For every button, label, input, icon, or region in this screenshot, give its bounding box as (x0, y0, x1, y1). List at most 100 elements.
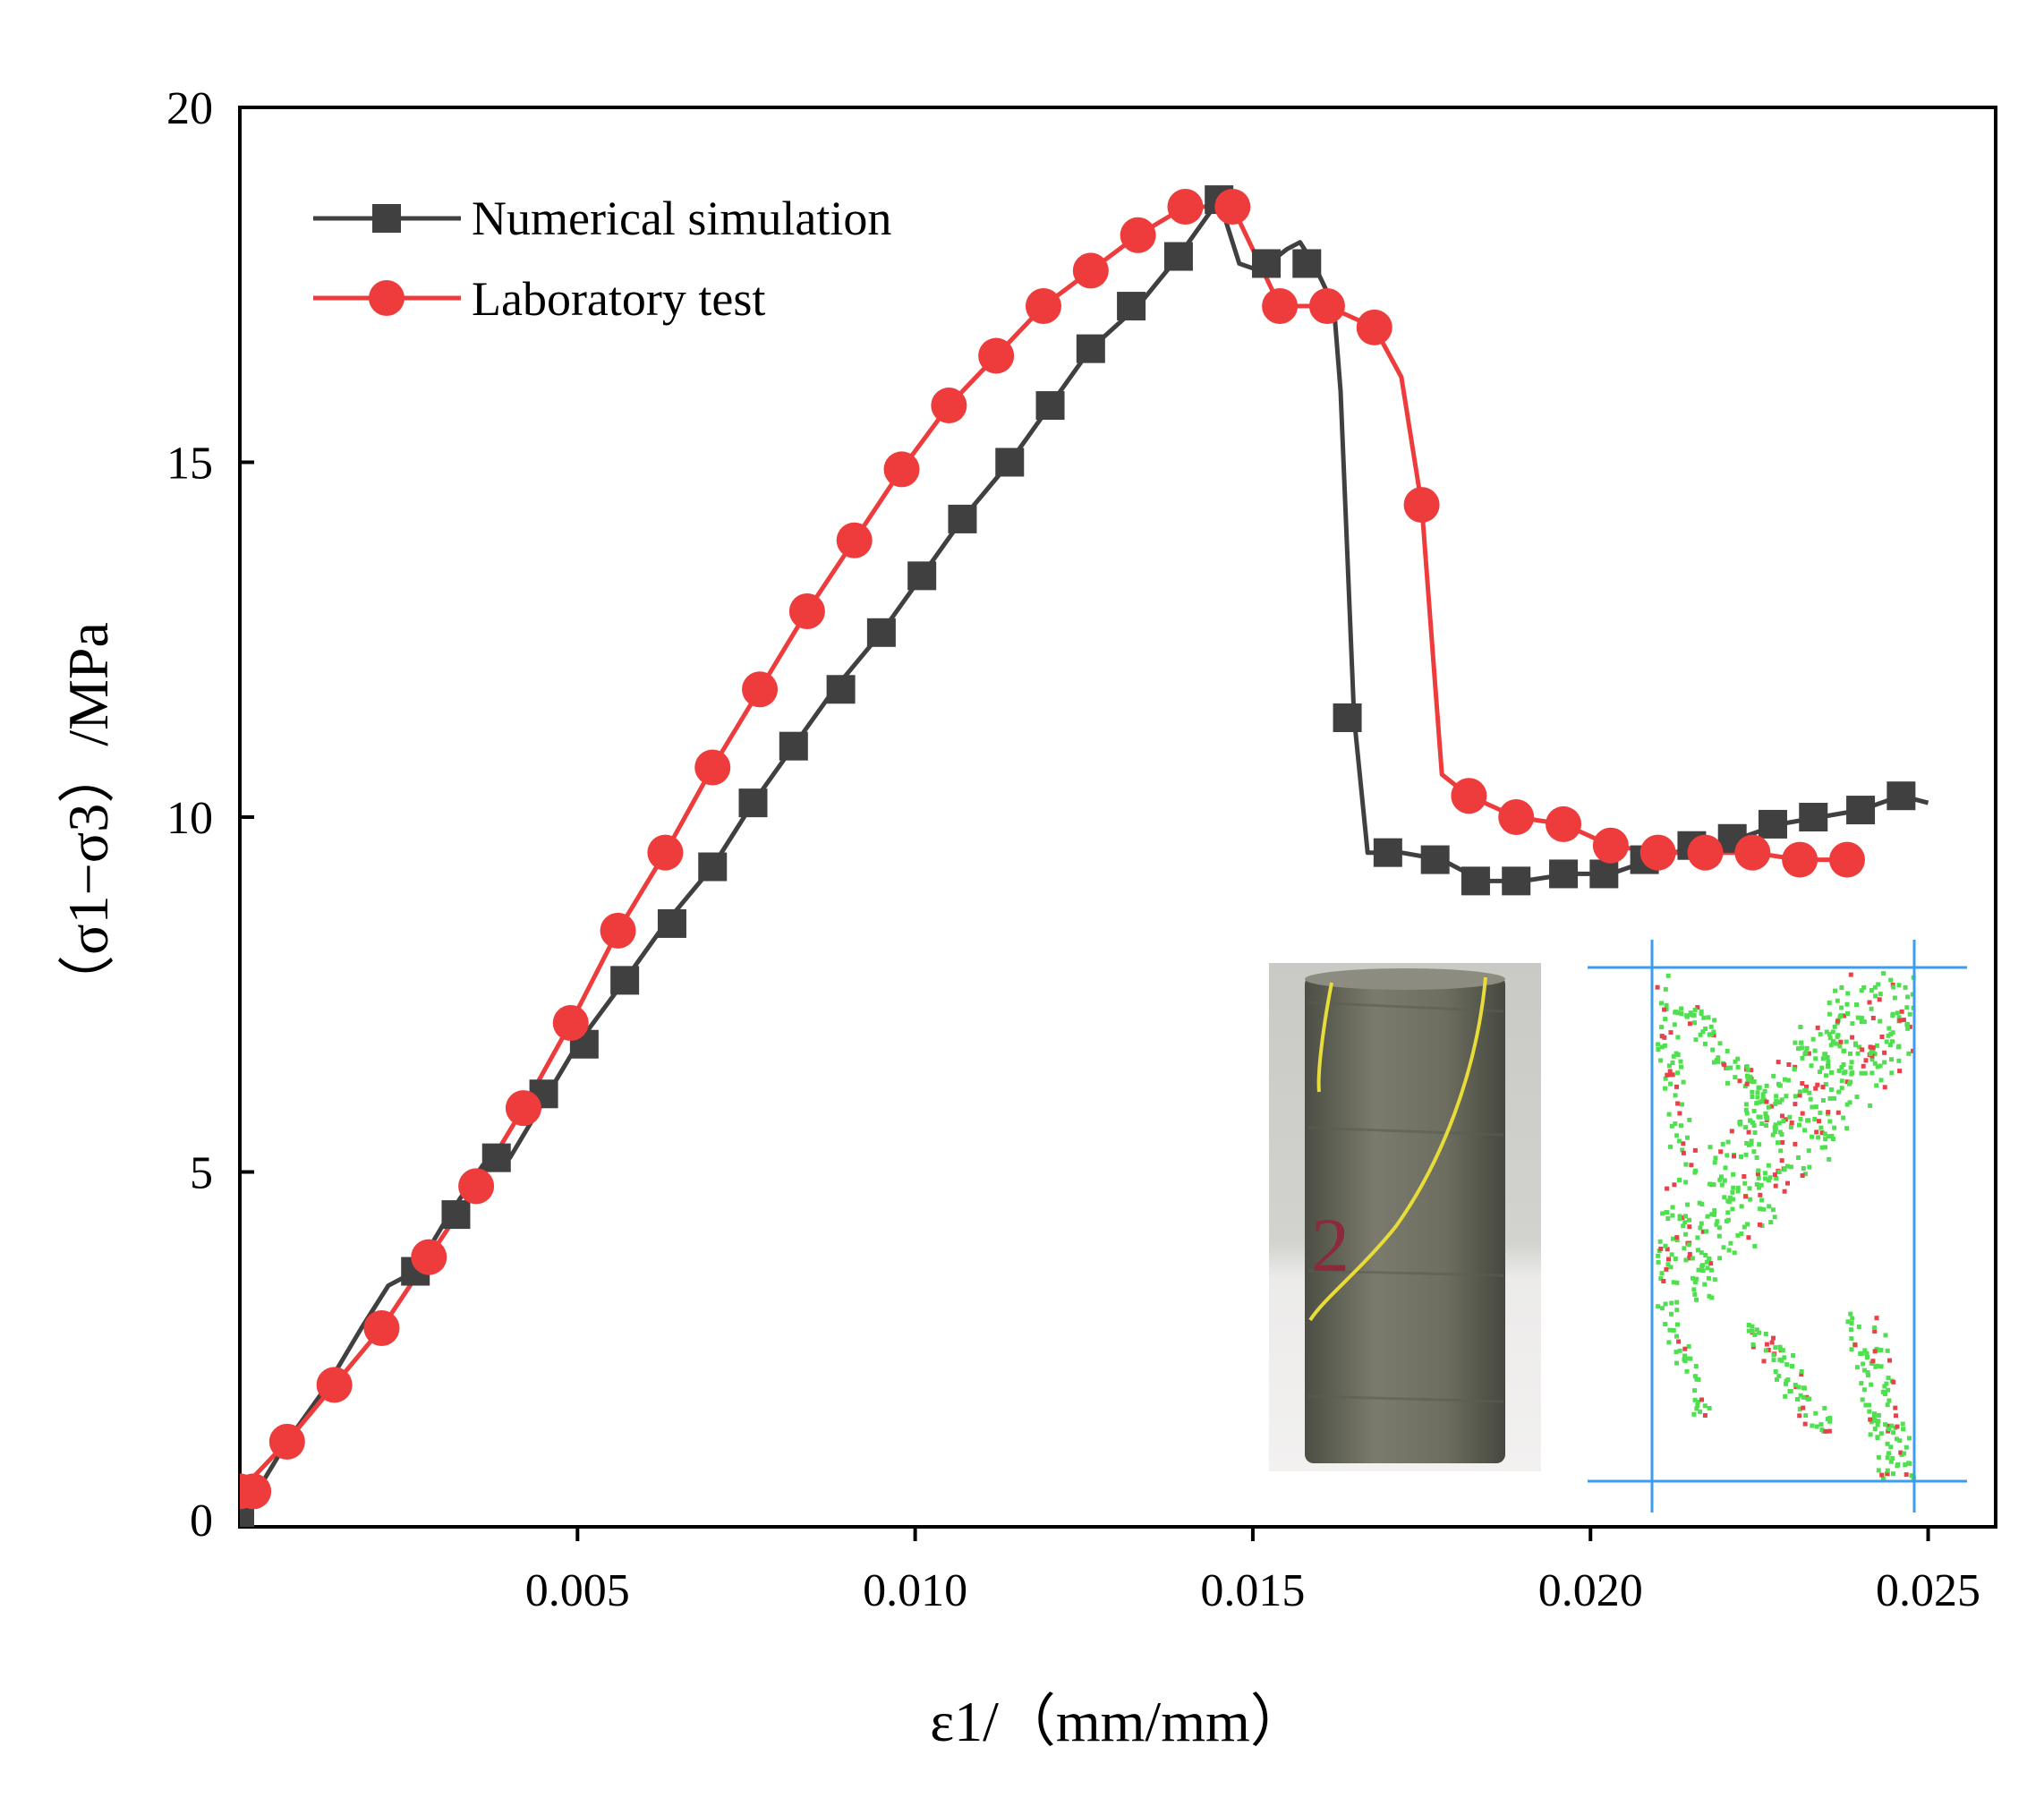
crack-dot (1670, 1072, 1675, 1078)
crack-dot (1819, 1145, 1825, 1150)
crack-dot (1862, 1348, 1868, 1353)
crack-dot (1899, 1009, 1904, 1014)
crack-dot (1886, 1387, 1891, 1393)
crack-dot (1872, 1411, 1877, 1417)
crack-dot (1696, 1377, 1701, 1382)
crack-dot (1839, 1005, 1844, 1010)
crack-dot (1833, 988, 1838, 993)
crack-dot (1876, 1413, 1881, 1418)
crack-dot (1735, 1056, 1741, 1061)
crack-dot (1818, 1069, 1822, 1075)
crack-dot (1763, 1113, 1768, 1119)
crack-dot (1861, 1368, 1867, 1373)
crack-dot (1826, 1134, 1831, 1139)
crack-dot (1779, 1358, 1784, 1363)
crack-dot (1892, 995, 1897, 1001)
crack-dot (1903, 1444, 1909, 1450)
crack-dot (1806, 1051, 1811, 1056)
crack-dot (1699, 1397, 1704, 1402)
crack-dot (1776, 1170, 1782, 1174)
crack-dot (1671, 1053, 1676, 1059)
crack-dot (1774, 1176, 1779, 1181)
x-axis-title: ε1/（mm/mm） (930, 1690, 1307, 1753)
crack-dot (1743, 1194, 1749, 1199)
crack-dot (1708, 1181, 1713, 1187)
laboratory-test-point (1025, 288, 1061, 325)
laboratory-test-point (1308, 288, 1345, 325)
crack-dot (1884, 1039, 1889, 1044)
crack-dot (1679, 1123, 1683, 1129)
crack-dot (1764, 1123, 1768, 1128)
crack-dot (1888, 1444, 1894, 1450)
crack-dot (1839, 1065, 1844, 1069)
crack-dot (1663, 1086, 1668, 1091)
crack-dot (1716, 1055, 1721, 1061)
crack-dot (1882, 1085, 1887, 1090)
crack-dot (1904, 1005, 1910, 1010)
laboratory-test-point (363, 1309, 400, 1346)
crack-dot (1702, 1282, 1708, 1287)
crack-dot (1699, 1009, 1704, 1014)
crack-dot (1680, 1215, 1685, 1221)
crack-dot (1735, 1064, 1741, 1069)
crack-dot (1889, 1057, 1894, 1062)
crack-dot (1799, 1369, 1804, 1374)
crack-dot (1675, 1052, 1681, 1057)
crack-dot (1812, 1048, 1818, 1053)
crack-dot (1885, 1455, 1890, 1461)
crack-dot (1674, 1084, 1679, 1089)
crack-dot (1815, 1082, 1820, 1087)
crack-dot (1826, 1110, 1831, 1115)
crack-dot (1681, 1223, 1686, 1229)
crack-dot (1881, 971, 1886, 976)
crack-dot (1771, 1073, 1776, 1078)
crack-dot (1889, 1070, 1895, 1076)
crack-dot (1775, 1140, 1780, 1146)
crack-dot (1828, 1043, 1834, 1048)
crack-dot (1679, 1006, 1684, 1011)
crack-dot (1803, 1050, 1809, 1055)
crack-dot (1886, 1033, 1891, 1038)
crack-dot (1822, 1131, 1827, 1137)
crack-dot (1826, 1064, 1831, 1069)
crack-dot (1675, 1035, 1681, 1040)
numerical-simulation-point (240, 1505, 254, 1527)
crack-dot (1722, 1178, 1727, 1183)
crack-dot (1848, 972, 1853, 977)
crack-dot (1693, 1168, 1698, 1173)
crack-dot (1792, 1067, 1797, 1072)
crack-dot (1836, 1068, 1842, 1073)
crack-pattern-inset (1588, 940, 1967, 1513)
crack-dot (1783, 1393, 1788, 1399)
crack-dot (1758, 1192, 1763, 1197)
crack-dot (1664, 1210, 1669, 1214)
crack-dot (1872, 1349, 1878, 1354)
crack-dot (1772, 1129, 1777, 1135)
specimen-photo-inset: 2 (1269, 963, 1541, 1471)
laboratory-test-point (1828, 841, 1865, 878)
crack-dot (1850, 1021, 1855, 1027)
crack-dot (1659, 1025, 1665, 1030)
crack-dot (1863, 1058, 1869, 1063)
crack-dot (1895, 1044, 1901, 1050)
crack-dot (1797, 1406, 1802, 1411)
crack-dot (1793, 1141, 1798, 1146)
crack-dot (1674, 1238, 1680, 1243)
crack-dot (1797, 1089, 1802, 1095)
crack-dot (1692, 1291, 1698, 1297)
crack-dot (1882, 1384, 1887, 1389)
crack-dot (1725, 1217, 1731, 1223)
crack-dot (1798, 1116, 1803, 1121)
crack-dot (1755, 1095, 1760, 1100)
crack-dot (1695, 1402, 1700, 1408)
crack-dot (1709, 1212, 1715, 1217)
x-axis-ticks: 0.005 0.010 0.015 0.020 0.025 (525, 1527, 1980, 1616)
crack-dot (1750, 1342, 1756, 1347)
crack-dot (1691, 1275, 1695, 1281)
crack-dot (1876, 1419, 1881, 1424)
crack-dot (1785, 1180, 1790, 1186)
crack-dot (1820, 1098, 1826, 1103)
crack-dot (1867, 1409, 1872, 1414)
crack-dot (1861, 1387, 1867, 1393)
x-tick-label: 0.010 (863, 1565, 967, 1616)
